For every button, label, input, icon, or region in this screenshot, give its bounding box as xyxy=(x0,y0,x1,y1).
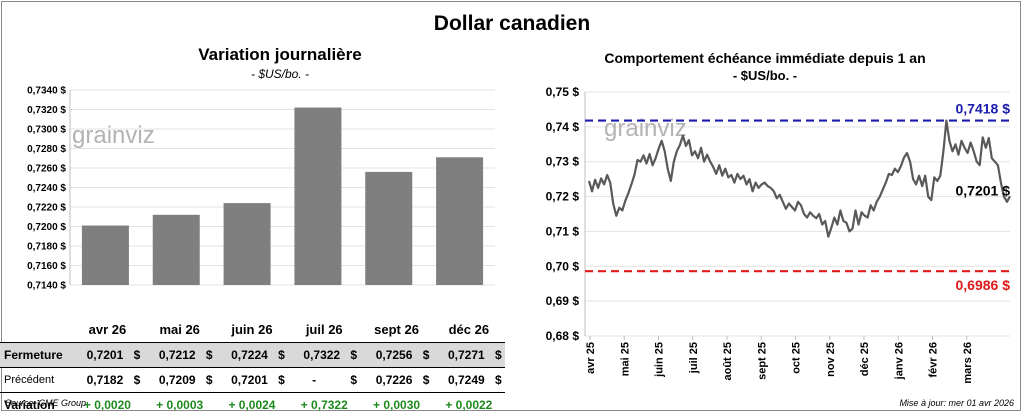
x-tick-label: févr 26 xyxy=(928,342,940,377)
column-header: mai 26 xyxy=(159,321,200,337)
table-cell: 0,7271 $ xyxy=(447,347,502,362)
table-cell: 0,7201 $ xyxy=(231,372,285,387)
column-header: avr 26 xyxy=(88,321,127,337)
daily-variation-table: avr 26 mai 26 juin 26 juil 26 sept 26 dé… xyxy=(0,317,505,417)
y-tick-label: 0,75 $ xyxy=(546,85,580,99)
watermark: grainviz xyxy=(604,115,687,142)
bar xyxy=(365,171,413,285)
low-label: 0,6986 $ xyxy=(956,277,1011,293)
y-tick-label: 0,7300 $ xyxy=(27,125,66,136)
table-cell: 0,7182 $ xyxy=(86,372,141,387)
bar xyxy=(294,107,342,285)
x-tick-label: mai 25 xyxy=(619,342,631,376)
y-tick-label: 0,71 $ xyxy=(546,224,580,238)
table-cell: 0,7201 $ xyxy=(86,347,141,362)
bar-chart-title: Variation journalière xyxy=(198,45,362,64)
y-tick-label: 0,7180 $ xyxy=(27,242,66,253)
bar xyxy=(81,225,129,285)
column-header: sept 26 xyxy=(374,321,419,337)
row-label: Variation xyxy=(4,397,55,412)
x-tick-label: avr 25 xyxy=(585,342,597,374)
column-header: juil 26 xyxy=(305,321,343,337)
table-cell: + 0,0020 xyxy=(83,397,131,412)
y-tick-label: 0,70 $ xyxy=(546,259,580,273)
table-cell: + 0,7322 xyxy=(300,397,348,412)
bar-chart: 0,7140 $ 0,7160 $ 0,7180 $ 0,7200 $ 0,7220 $… xyxy=(27,86,495,292)
source-note: Source: CME Group xyxy=(5,398,87,408)
table-row-precedent: Précédent 0,7182 $ 0,7209 $ 0,7201 $ - $ 0,7… xyxy=(0,367,505,392)
watermark: grainviz xyxy=(72,122,155,149)
bar xyxy=(152,214,200,285)
table-cell: 0,7226 $ xyxy=(375,372,430,387)
bar xyxy=(436,157,484,285)
y-tick-label: 0,7160 $ xyxy=(27,261,66,272)
table-cell: + 0,0024 xyxy=(228,397,276,412)
y-tick-label: 0,7200 $ xyxy=(27,222,66,233)
y-tick-label: 0,73 $ xyxy=(546,155,580,169)
y-tick-label: 0,72 $ xyxy=(546,190,580,204)
table-cell: 0,7224 $ xyxy=(231,347,285,362)
x-tick-label: oct 25 xyxy=(791,342,803,374)
x-tick-label: déc 25 xyxy=(859,342,871,376)
y-tick-label: 0,7260 $ xyxy=(27,164,66,175)
page-title: Dollar canadien xyxy=(433,12,591,35)
y-tick-label: 0,74 $ xyxy=(546,120,580,134)
line-chart-unit: - $US/bo. - xyxy=(732,68,798,83)
x-tick-label: nov 25 xyxy=(825,342,837,377)
y-tick-label: 0,68 $ xyxy=(546,329,580,343)
table-cell: + 0,0022 xyxy=(445,397,493,412)
column-header: juin 26 xyxy=(231,321,273,337)
bar xyxy=(223,203,271,285)
bar-chart-unit: - $US/bo. - xyxy=(250,67,310,81)
x-tick-label: août 25 xyxy=(722,342,734,381)
table-cell: 0,7212 $ xyxy=(158,347,213,362)
table-cell: + 0,0003 xyxy=(156,397,204,412)
y-tick-label: 0,7240 $ xyxy=(27,183,66,194)
table-header-row: avr 26 mai 26 juin 26 juil 26 sept 26 dé… xyxy=(0,317,505,342)
row-label: Précédent xyxy=(4,373,55,386)
table-cell: 0,7209 $ xyxy=(158,372,213,387)
table-cell: - $ xyxy=(312,372,358,387)
y-tick-label: 0,69 $ xyxy=(546,294,580,308)
x-tick-label: juil 25 xyxy=(688,342,700,374)
line-chart: 0,68 $ 0,69 $ 0,70 $ 0,71 $ 0,72 $ 0,73 $ 0,74… xyxy=(546,85,1011,384)
x-tick-label: juin 25 xyxy=(654,342,666,378)
table-cell: 0,7322 $ xyxy=(303,347,358,362)
table-cell: 0,7249 $ xyxy=(447,372,502,387)
y-tick-label: 0,7320 $ xyxy=(27,105,66,116)
y-tick-label: 0,7280 $ xyxy=(27,144,66,155)
update-note: Mise à jour: mer 01 avr 2026 xyxy=(899,398,1014,408)
y-tick-label: 0,7220 $ xyxy=(27,203,66,214)
high-label: 0,7418 $ xyxy=(956,101,1011,117)
x-tick-label: janv 26 xyxy=(893,342,905,380)
table-cell: + 0,0030 xyxy=(373,397,421,412)
x-tick-label: mars 26 xyxy=(962,342,974,384)
table-row-fermeture: Fermeture 0,7201 $ 0,7212 $ 0,7224 $ 0,7322… xyxy=(0,342,505,367)
y-tick-label: 0,7140 $ xyxy=(27,281,66,292)
row-label: Fermeture xyxy=(4,347,63,362)
line-chart-title: Comportement échéance immédiate depuis 1… xyxy=(604,50,926,66)
last-value-label: 0,7201 $ xyxy=(956,183,1011,199)
table-cell: 0,7256 $ xyxy=(375,347,430,362)
x-tick-label: sept 25 xyxy=(756,342,768,380)
price-line xyxy=(587,119,1011,238)
chart-frame xyxy=(1,1,1021,411)
table-row-variation: Variation + 0,0020 + 0,0003 + 0,0024 + 0… xyxy=(0,392,505,417)
column-header: déc 26 xyxy=(448,321,490,337)
y-tick-label: 0,7340 $ xyxy=(27,86,66,97)
